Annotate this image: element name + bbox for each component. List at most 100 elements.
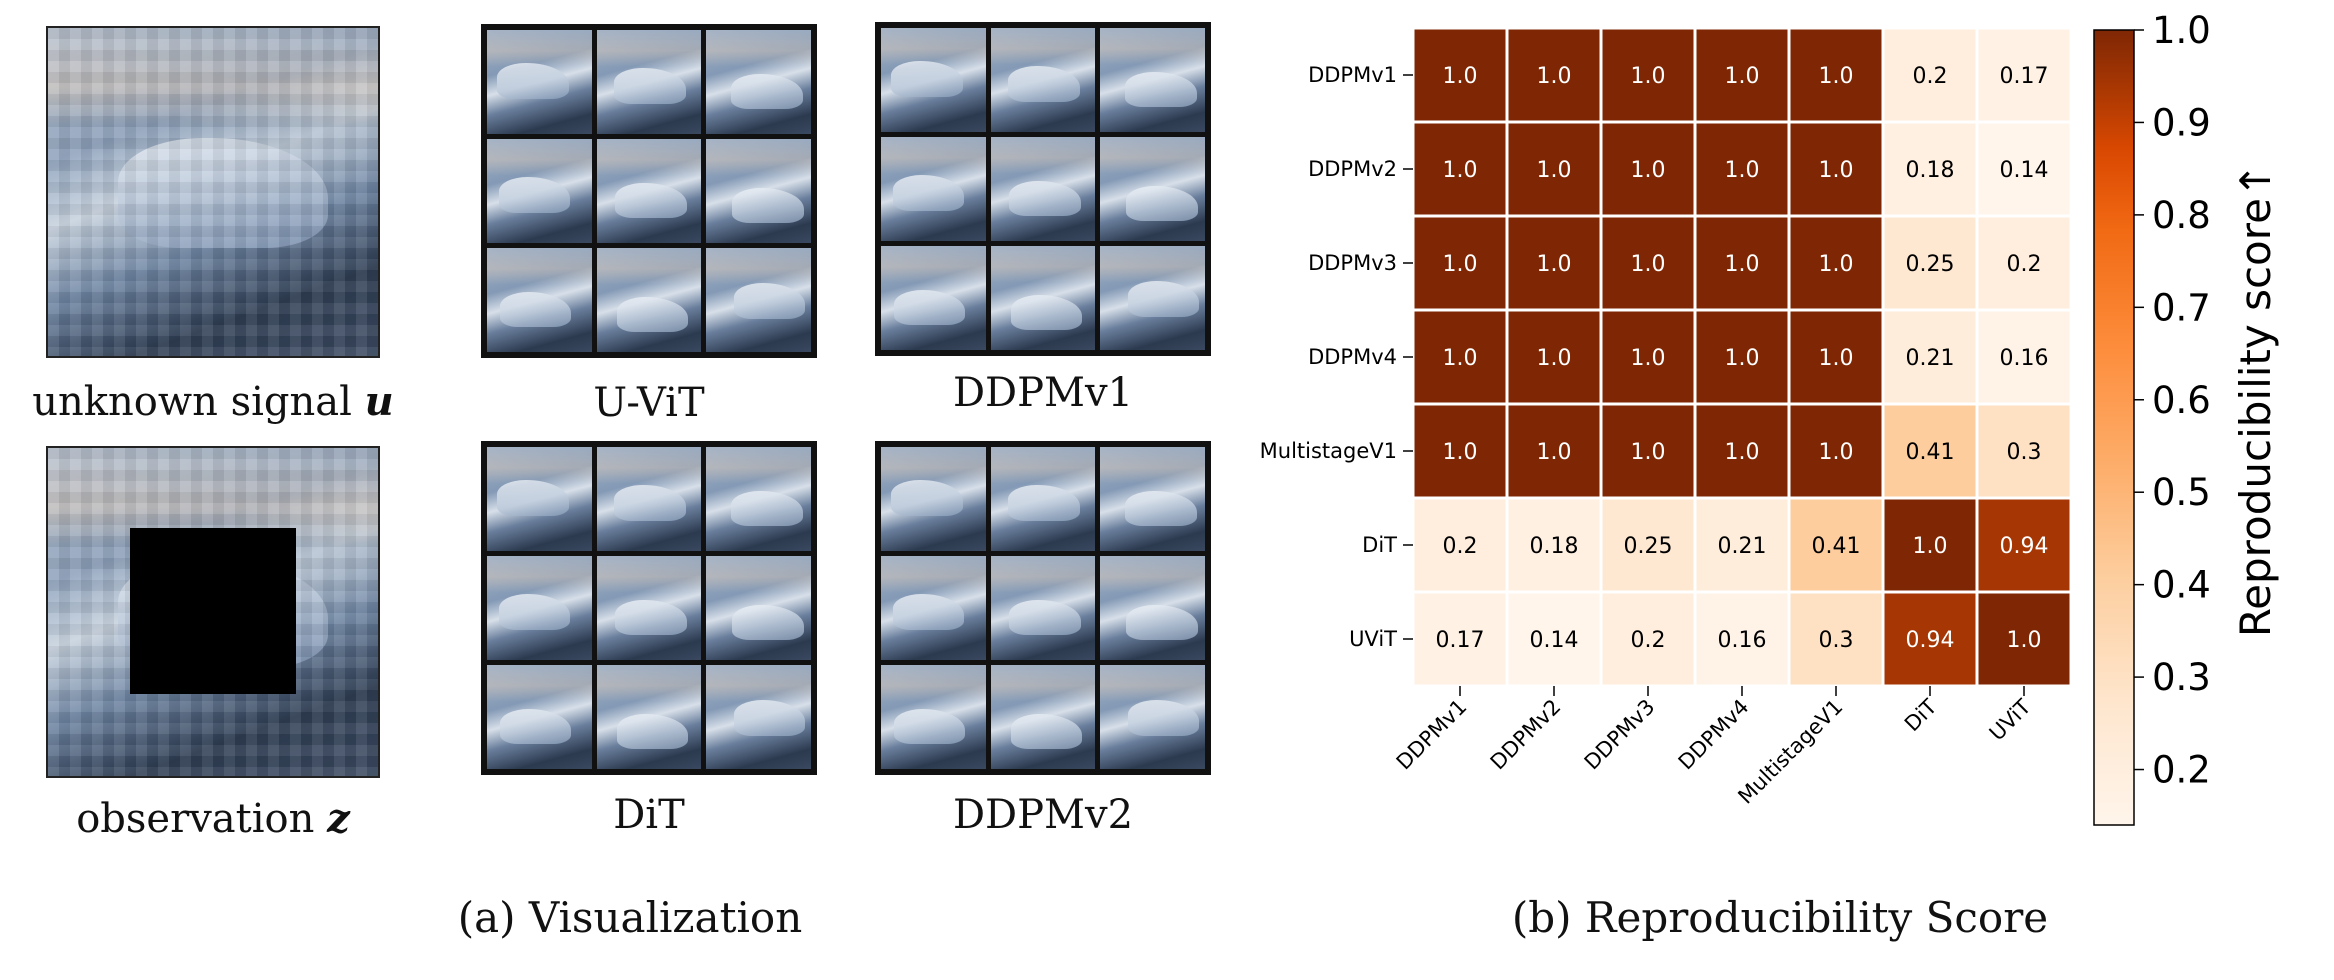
heatmap-cell [1599,26,1697,124]
sample-tile [1100,556,1205,660]
cell-value-label: 0.14 [1530,628,1579,653]
col-tick-label: DDPMv1 [1392,695,1472,775]
cell-value-label: 1.0 [1725,440,1760,465]
heatmap-cell [1787,496,1885,594]
cell-value-label: 0.2 [1913,64,1948,89]
heatmap-cell [1787,214,1885,312]
uvit-samples-grid [481,24,817,358]
sample-tile [881,28,986,132]
heatmap-cell [1693,26,1791,124]
cell-value-label: 0.3 [2007,440,2042,465]
ddpmv1-samples-grid [875,22,1211,356]
heatmap-cell [1505,496,1603,594]
observation-image [46,446,380,778]
cell-value-label: 0.41 [1906,440,1955,465]
ddpmv2-samples-grid [875,441,1211,775]
heatmap-cell [1693,214,1791,312]
dit-samples-grid [481,441,817,775]
cell-value-label: 1.0 [1819,346,1854,371]
sample-tile [881,246,986,350]
cell-value-label: 1.0 [1443,346,1478,371]
cell-value-label: 1.0 [1819,158,1854,183]
colorbar-tick-label: 0.9 [2152,101,2211,144]
cell-value-label: 1.0 [1725,158,1760,183]
sample-tile [881,447,986,551]
col-tick-label: DDPMv2 [1486,695,1566,775]
cell-value-label: 0.94 [2000,534,2049,559]
heatmap-cell [1505,120,1603,218]
sample-tile [990,556,1096,660]
sample-tile [487,248,592,352]
cell-value-label: 1.0 [1913,534,1948,559]
heatmap-cell [1411,214,1509,312]
unknown-signal-image [46,26,380,358]
sample-tile [487,665,592,769]
colorbar-tick-label: 0.3 [2152,656,2211,699]
cell-value-label: 0.21 [1906,346,1955,371]
colorbar-tick-label: 0.5 [2152,471,2211,514]
cell-value-label: 1.0 [1631,440,1666,465]
heatmap-cell [1693,590,1791,688]
row-tick-label: DDPMv2 [1308,157,1397,181]
row-tick-label: DDPMv4 [1308,345,1397,369]
heatmap-cell [1411,496,1509,594]
sample-tile [990,246,1096,350]
col-tick-label: UViT [1985,694,2036,745]
sample-tile [706,556,811,660]
heatmap-cell [1787,120,1885,218]
cell-value-label: 1.0 [1631,346,1666,371]
unknown-signal-caption: unknown signal u [32,378,394,425]
sample-tile [706,30,811,134]
cell-value-label: 0.21 [1718,534,1767,559]
sample-tile [596,665,702,769]
sample-tile [1100,447,1205,551]
cell-value-label: 1.0 [1443,252,1478,277]
col-tick-label: DiT [1900,694,1942,736]
sample-tile [487,139,592,243]
heatmap-cell [1599,402,1697,500]
colorbar-tick-label: 0.4 [2152,564,2211,607]
cell-value-label: 1.0 [2007,628,2042,653]
visualization-subcaption: (a) Visualization [457,893,803,942]
heatmap-cell [1881,214,1979,312]
heatmap-cell [1599,496,1697,594]
row-tick-label: DDPMv1 [1308,63,1397,87]
colorbar-tick-label: 1.0 [2152,9,2211,52]
heatmap-cell [1411,120,1509,218]
dit-caption: DiT [613,792,685,838]
sample-tile [990,447,1096,551]
cell-value-label: 1.0 [1725,64,1760,89]
heatmap-cell [1411,590,1509,688]
cell-value-label: 1.0 [1631,252,1666,277]
row-tick-label: DiT [1362,533,1397,557]
sample-tile [706,447,811,551]
heatmap-cell [1975,402,2073,500]
sample-tile [1100,28,1205,132]
cell-value-label: 0.16 [2000,346,2049,371]
colorbar-tick-label: 0.8 [2152,194,2211,237]
sample-tile [596,139,702,243]
sample-tile [596,447,702,551]
heatmap-cell [1881,26,1979,124]
cell-value-label: 0.18 [1906,158,1955,183]
sample-tile [990,28,1096,132]
cell-value-label: 1.0 [1537,346,1572,371]
sample-tile [596,30,702,134]
cell-value-label: 1.0 [1443,158,1478,183]
cell-value-label: 0.17 [1436,628,1485,653]
cell-value-label: 1.0 [1725,252,1760,277]
cell-value-label: 1.0 [1725,346,1760,371]
heatmap-cell [1505,590,1603,688]
sample-tile [881,665,986,769]
colorbar-tick-label: 0.6 [2152,379,2211,422]
cell-value-label: 0.2 [2007,252,2042,277]
ddpmv1-caption: DDPMv1 [952,370,1134,416]
cell-value-label: 0.3 [1819,628,1854,653]
heatmap-cell [1881,120,1979,218]
heatmap-cell [1693,496,1791,594]
heatmap-cell [1693,402,1791,500]
heatmap-cell [1787,308,1885,406]
cell-value-label: 0.14 [2000,158,2049,183]
heatmap-cell [1881,496,1979,594]
cell-value-label: 1.0 [1631,64,1666,89]
